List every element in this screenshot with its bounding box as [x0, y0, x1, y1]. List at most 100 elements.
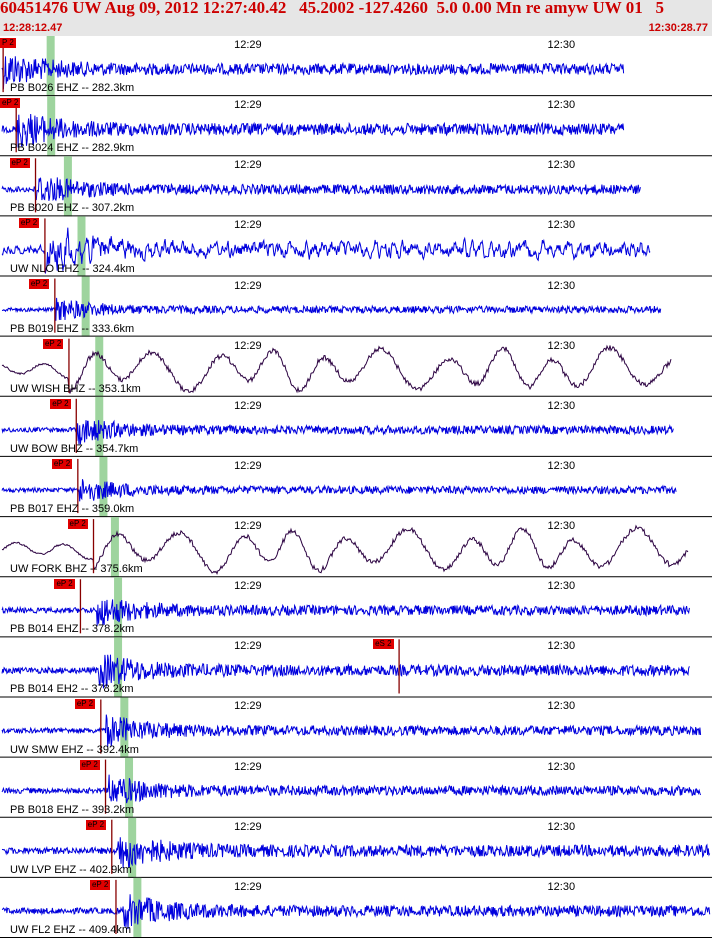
station-label: PB B024 EHZ -- 282.9km	[10, 142, 135, 155]
model-arrival-band	[46, 36, 55, 97]
station-label: UW NLO EHZ -- 324.4km	[10, 262, 135, 275]
pick-flag[interactable]: eP 2	[89, 879, 111, 890]
waveform-trace	[1, 599, 690, 626]
header-bar: 60451476 UW Aug 09, 2012 12:27:40.42 45.…	[0, 0, 712, 36]
trace-row[interactable]	[0, 817, 712, 878]
time-tick-label: 12:30	[547, 219, 576, 232]
time-tick-label: 12:30	[547, 580, 576, 593]
pick-flag[interactable]: eS 2	[373, 639, 394, 650]
time-tick-label: 12:29	[234, 39, 262, 51]
time-tick-label: 12:30	[547, 880, 576, 893]
trace-row[interactable]	[0, 336, 712, 397]
trace-row[interactable]	[0, 96, 712, 157]
trace-row[interactable]	[0, 276, 712, 337]
time-tick-label: 12:29	[234, 640, 262, 653]
window-end-time: 12:30:28.77	[648, 22, 708, 34]
pick-flag[interactable]: eP 2	[50, 398, 71, 409]
trace-row[interactable]	[0, 396, 712, 457]
waveform-trace	[1, 654, 690, 689]
time-tick-label: 12:29	[234, 279, 262, 292]
time-tick-label: 12:30	[547, 459, 576, 472]
pick-flag[interactable]: eP 2	[74, 699, 96, 710]
model-arrival-band	[133, 877, 142, 938]
waveform-trace	[1, 837, 711, 869]
time-tick-label: 12:30	[547, 279, 576, 292]
pick-flag[interactable]: eP 2	[28, 278, 50, 289]
trace-row[interactable]	[0, 517, 712, 578]
station-label: PB B014 EH2 -- 378.2km	[10, 683, 134, 696]
time-tick-label: 12:30	[547, 339, 576, 352]
trace-row[interactable]	[0, 757, 712, 818]
waveform-trace	[1, 524, 689, 575]
waveform-trace	[1, 419, 674, 445]
pick-flag[interactable]: eP 2	[42, 338, 64, 349]
time-tick-label: 12:29	[234, 820, 262, 833]
seismogram-panel[interactable]	[0, 36, 712, 938]
time-tick-label: 12:30	[547, 399, 576, 412]
waveform-trace	[1, 177, 641, 202]
waveform-trace	[1, 774, 702, 804]
trace-row[interactable]	[0, 456, 712, 518]
model-arrival-band	[114, 577, 123, 638]
time-tick-label: 12:29	[234, 520, 262, 533]
time-tick-label: 12:29	[234, 159, 262, 172]
waveform-trace	[1, 227, 651, 274]
waveform-trace	[1, 714, 702, 748]
model-arrival-band	[99, 456, 108, 518]
station-label: PB B018 EHZ -- 393.2km	[10, 803, 135, 816]
time-tick-label: 12:29	[234, 399, 262, 412]
time-tick-label: 12:30	[547, 99, 576, 112]
station-label: UW WISH BHZ -- 353.1km	[10, 382, 141, 395]
trace-row[interactable]	[0, 697, 712, 758]
time-tick-label: 12:30	[547, 159, 576, 172]
time-tick-label: 12:30	[547, 820, 576, 833]
waveform-trace	[1, 344, 672, 394]
trace-row[interactable]	[0, 637, 712, 698]
waveform-trace	[1, 56, 625, 90]
time-tick-label: 12:30	[547, 760, 576, 773]
station-label: UW SMW EHZ -- 392.4km	[10, 743, 139, 756]
time-tick-label: 12:29	[234, 700, 262, 713]
station-label: UW FL2 EHZ -- 409.4km	[10, 924, 132, 936]
waveform-trace	[1, 894, 711, 930]
pick-flag[interactable]: P 2	[0, 38, 16, 48]
station-label: PB B020 EHZ -- 307.2km	[10, 202, 135, 215]
model-arrival-band	[128, 817, 137, 878]
station-label: UW LVP EHZ -- 402.9km	[10, 863, 132, 876]
pick-flag[interactable]: eP 2	[85, 819, 107, 830]
pick-flag[interactable]: eP 2	[0, 98, 21, 109]
station-label: PB B017 EHZ -- 359.0km	[10, 503, 135, 516]
model-arrival-band	[47, 96, 56, 157]
pick-flag[interactable]: eP 2	[9, 158, 30, 169]
time-tick-label: 12:29	[234, 880, 262, 893]
time-tick-label: 12:29	[234, 459, 262, 472]
station-label: UW BOW BHZ -- 354.7km	[10, 442, 139, 455]
time-tick-label: 12:29	[234, 580, 262, 593]
pick-flag[interactable]: eP 2	[54, 579, 75, 590]
model-arrival-band	[63, 156, 72, 217]
time-tick-label: 12:29	[234, 339, 262, 352]
time-tick-label: 12:30	[547, 520, 576, 533]
waveform-trace	[1, 297, 662, 321]
pick-flag[interactable]: eP 2	[51, 458, 73, 469]
station-label: PB B026 EHZ -- 282.3km	[10, 82, 135, 95]
trace-labels-layer: P 2 12:29 12:30 PB B026 EHZ -- 282.3km eP 2 1…	[0, 36, 712, 938]
event-title: 60451476 UW Aug 09, 2012 12:27:40.42 45.…	[0, 0, 664, 17]
trace-row[interactable]	[0, 216, 712, 277]
time-tick-label: 12:30	[547, 640, 576, 653]
pick-flag[interactable]: eP 2	[79, 759, 100, 770]
pick-flag[interactable]: eP 2	[18, 218, 40, 229]
trace-row[interactable]	[0, 577, 712, 638]
time-tick-label: 12:29	[234, 760, 262, 773]
time-tick-label: 12:30	[547, 700, 576, 713]
model-arrival-band	[95, 336, 104, 397]
waveform-trace	[1, 113, 625, 148]
model-arrival-band	[110, 517, 119, 578]
pick-flag[interactable]: eP 2	[67, 519, 88, 530]
station-label: UW FORK BHZ -- 375.6km	[10, 563, 143, 576]
model-arrival-band	[120, 697, 129, 758]
waveform-trace	[1, 479, 677, 502]
trace-row[interactable]	[0, 156, 712, 217]
time-tick-label: 12:30	[547, 39, 576, 51]
station-label: PB B014 EHZ -- 378.2km	[10, 623, 135, 636]
